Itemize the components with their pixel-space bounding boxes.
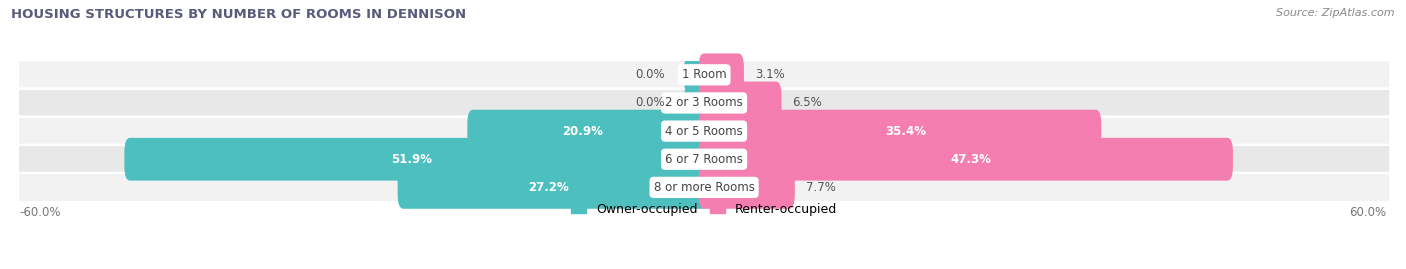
- Text: 1 Room: 1 Room: [682, 68, 727, 81]
- Text: 0.0%: 0.0%: [636, 97, 665, 109]
- FancyBboxPatch shape: [699, 82, 782, 124]
- Text: 7.7%: 7.7%: [806, 181, 835, 194]
- FancyBboxPatch shape: [18, 116, 1391, 146]
- FancyBboxPatch shape: [467, 110, 710, 153]
- Text: 8 or more Rooms: 8 or more Rooms: [654, 181, 755, 194]
- Text: 2 or 3 Rooms: 2 or 3 Rooms: [665, 97, 742, 109]
- FancyBboxPatch shape: [18, 88, 1391, 118]
- Text: 0.0%: 0.0%: [636, 68, 665, 81]
- Text: Source: ZipAtlas.com: Source: ZipAtlas.com: [1277, 8, 1395, 18]
- Text: 35.4%: 35.4%: [884, 125, 927, 138]
- FancyBboxPatch shape: [699, 110, 1101, 153]
- FancyBboxPatch shape: [124, 138, 710, 180]
- FancyBboxPatch shape: [699, 166, 794, 209]
- Text: 3.1%: 3.1%: [755, 68, 785, 81]
- Text: 4 or 5 Rooms: 4 or 5 Rooms: [665, 125, 742, 138]
- FancyBboxPatch shape: [18, 60, 1391, 90]
- Legend: Owner-occupied, Renter-occupied: Owner-occupied, Renter-occupied: [567, 197, 842, 221]
- FancyBboxPatch shape: [18, 145, 1391, 174]
- Text: 47.3%: 47.3%: [950, 153, 991, 166]
- Text: 51.9%: 51.9%: [391, 153, 432, 166]
- Text: 20.9%: 20.9%: [562, 125, 603, 138]
- Text: 27.2%: 27.2%: [527, 181, 568, 194]
- FancyBboxPatch shape: [685, 87, 707, 119]
- Text: 6 or 7 Rooms: 6 or 7 Rooms: [665, 153, 742, 166]
- FancyBboxPatch shape: [699, 138, 1233, 180]
- Text: HOUSING STRUCTURES BY NUMBER OF ROOMS IN DENNISON: HOUSING STRUCTURES BY NUMBER OF ROOMS IN…: [11, 8, 467, 21]
- FancyBboxPatch shape: [398, 166, 710, 209]
- FancyBboxPatch shape: [699, 54, 744, 96]
- Text: 6.5%: 6.5%: [793, 97, 823, 109]
- FancyBboxPatch shape: [18, 173, 1391, 202]
- FancyBboxPatch shape: [685, 59, 707, 91]
